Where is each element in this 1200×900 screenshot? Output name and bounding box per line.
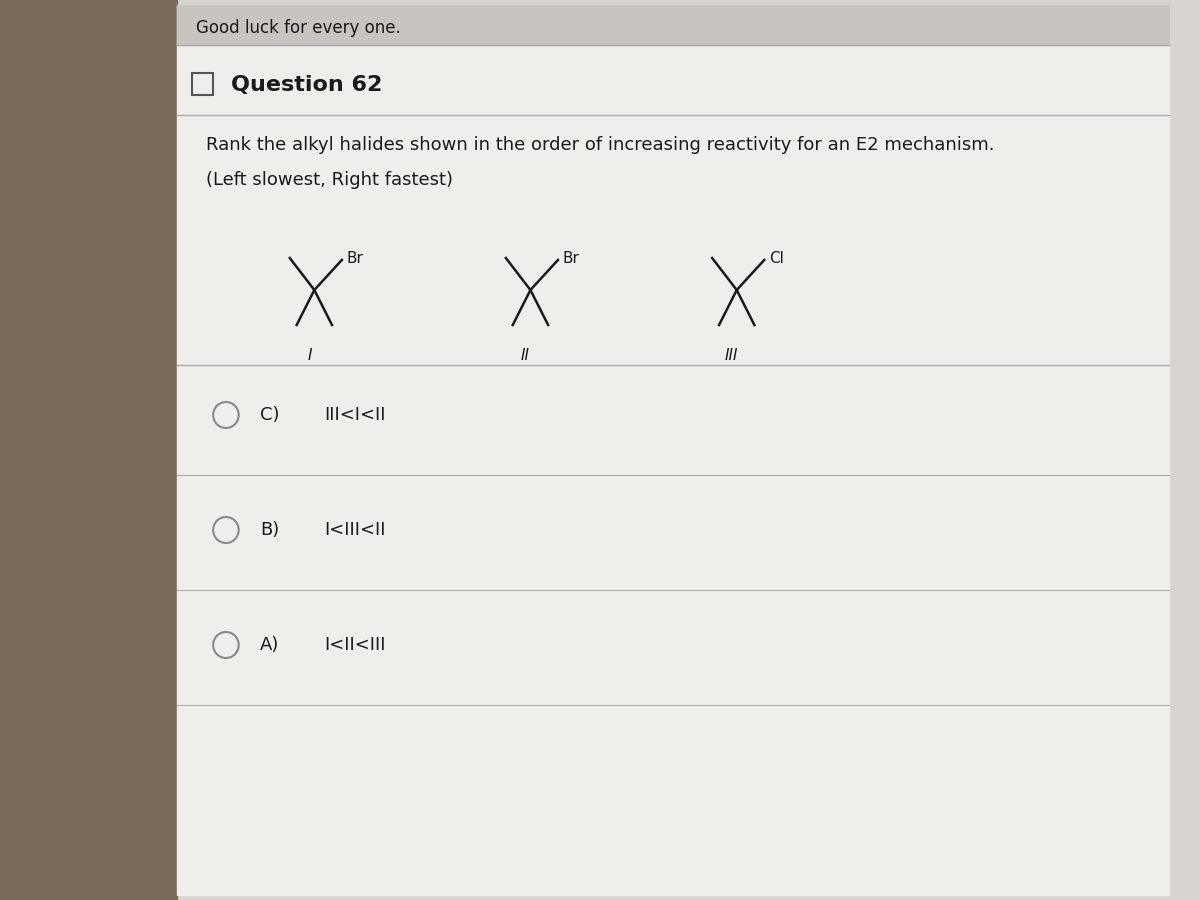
Text: C): C) — [260, 406, 280, 424]
Text: III: III — [725, 347, 738, 363]
Text: (Left slowest, Right fastest): (Left slowest, Right fastest) — [206, 171, 454, 189]
Text: II: II — [521, 347, 530, 363]
Bar — [176, 5, 1169, 895]
Text: Rank the alkyl halides shown in the order of increasing reactivity for an E2 mec: Rank the alkyl halides shown in the orde… — [206, 136, 995, 154]
Text: Br: Br — [347, 250, 364, 266]
Text: I<III<II: I<III<II — [324, 521, 385, 539]
Text: Question 62: Question 62 — [230, 75, 383, 95]
Bar — [176, 5, 1169, 45]
Bar — [0, 0, 176, 900]
Bar — [192, 73, 214, 95]
Text: I: I — [307, 347, 312, 363]
Text: Cl: Cl — [769, 250, 784, 266]
Text: Good luck for every one.: Good luck for every one. — [197, 19, 401, 37]
Text: A): A) — [260, 636, 280, 654]
Text: B): B) — [260, 521, 280, 539]
Text: III<I<II: III<I<II — [324, 406, 385, 424]
Text: Br: Br — [563, 250, 580, 266]
Text: I<II<III: I<II<III — [324, 636, 385, 654]
